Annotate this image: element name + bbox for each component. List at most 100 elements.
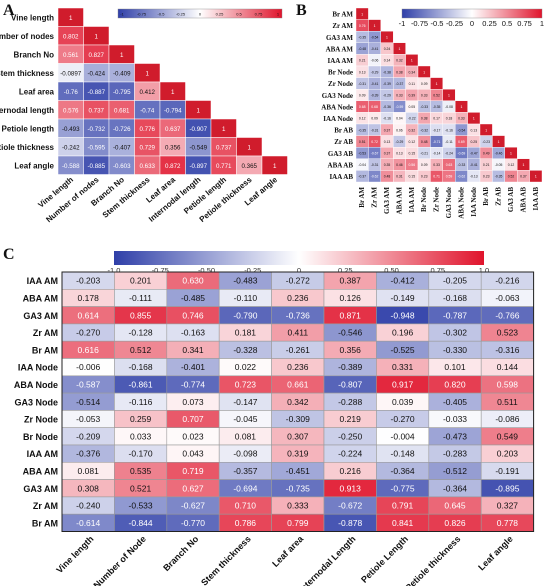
cell-value: -0.473: [443, 431, 467, 441]
cell-value: -0.588: [62, 163, 80, 170]
cell-value: 0.15: [408, 152, 415, 156]
row-label: Zr AB: [334, 138, 353, 146]
colorbar-tick: 1: [277, 12, 280, 17]
cell-value: 1: [222, 126, 226, 133]
cell-value: -0.409: [113, 70, 131, 77]
cell-value: 0.09: [359, 94, 366, 98]
cell-value: 0.746: [182, 310, 204, 320]
column-label: IAA AM: [408, 187, 416, 213]
row-label: ABA AM: [23, 293, 58, 303]
cell-value: -0.807: [338, 379, 362, 389]
colorbar-tick: 0.75: [517, 19, 532, 28]
cell-value: -0.33: [458, 163, 466, 167]
cell-value: -0.148: [391, 449, 415, 459]
cell-value: 0.633: [140, 163, 156, 170]
cell-value: 1: [473, 117, 475, 121]
row-label: Internodal length: [0, 106, 54, 115]
cell-value: 1: [95, 33, 99, 40]
cell-value: -0.405: [443, 397, 467, 407]
cell-value: -0.376: [76, 449, 100, 459]
column-label: ABA AB: [519, 187, 527, 213]
cell-value: -0.35: [358, 36, 366, 40]
cell-value: 0.24: [384, 47, 391, 51]
cell-value: -0.546: [338, 328, 362, 338]
colorbar-tick: 0: [297, 266, 301, 275]
cell-value: 0.661: [287, 379, 309, 389]
column-label: Stem thickness: [199, 534, 253, 586]
cell-value: 0.327: [497, 501, 519, 511]
cell-value: -0.14: [433, 152, 441, 156]
cell-value: -0.74: [140, 107, 155, 114]
cell-value: 0.21: [483, 163, 490, 167]
colorbar-tick: 0.5: [502, 19, 512, 28]
row-label: Zr Node: [24, 415, 58, 425]
cell-value: -0.063: [495, 293, 519, 303]
cell-value: 0.341: [182, 345, 204, 355]
cell-value: 0.48: [421, 140, 428, 144]
colorbar-tick: -1: [399, 19, 406, 28]
cell-value: 0.627: [182, 483, 204, 493]
cell-value: -0.23: [482, 140, 490, 144]
cell-value: 0.333: [287, 501, 309, 511]
colorbar: [401, 8, 543, 19]
cell-value: 0.236: [287, 362, 309, 372]
cell-value: 0.32: [408, 128, 415, 132]
cell-value: 0.14: [384, 59, 391, 63]
cell-value: -0.35: [495, 175, 503, 179]
cell-value: 1: [248, 144, 252, 151]
cell-value: -0.16: [445, 128, 453, 132]
cell-value: 0.06: [396, 128, 403, 132]
cell-value: -0.168: [129, 362, 153, 372]
cell-value: -0.22: [408, 117, 416, 121]
row-label: Br AM: [32, 345, 58, 355]
cell-value: -0.128: [129, 328, 153, 338]
panel-c-label: C: [3, 246, 15, 263]
column-label: ABA AM: [395, 187, 403, 215]
cell-value: 0.71: [433, 175, 440, 179]
row-label: Zr AM: [33, 501, 58, 511]
cell-value: -0.29: [371, 70, 379, 74]
cell-value: -0.62: [371, 175, 379, 179]
cell-value: 0.561: [63, 52, 79, 59]
cell-value: -0.11: [445, 140, 453, 144]
cell-value: 0.38: [421, 117, 428, 121]
row-label: Br Node: [328, 69, 353, 77]
row-label: Petiole thickness: [0, 143, 55, 152]
column-label: Number of Node: [91, 534, 148, 586]
cell-value: -0.71: [433, 140, 441, 144]
heatmap-cell: [529, 170, 543, 183]
cell-value: -0.401: [181, 362, 205, 372]
cell-value: 0.37: [384, 152, 391, 156]
cell-value: 1: [386, 36, 388, 40]
cell-value: 1: [361, 12, 363, 16]
cell-value: -0.006: [76, 362, 100, 372]
cell-value: -0.726: [113, 126, 131, 133]
cell-value: 0.17: [433, 117, 440, 121]
cell-value: 0.771: [216, 163, 232, 170]
cell-value: -0.0897: [60, 70, 82, 77]
cell-value: -0.302: [443, 328, 467, 338]
cell-value: -0.672: [338, 501, 362, 511]
cell-value: 0.081: [78, 466, 100, 476]
cell-value: 0.33: [396, 94, 403, 98]
cell-value: 0.630: [182, 276, 204, 286]
cell-value: 1: [197, 107, 201, 114]
column-label: IAA AB: [532, 187, 540, 211]
cell-value: -0.41: [371, 47, 379, 51]
cell-value: 0.791: [392, 501, 414, 511]
row-label: GA3 AB: [328, 150, 353, 158]
cell-value: 0.872: [165, 163, 181, 170]
cell-value: 0.21: [359, 59, 366, 63]
cell-value: -0.31: [371, 128, 379, 132]
cell-value: -0.533: [129, 501, 153, 511]
cell-value: 0.196: [392, 328, 414, 338]
cell-value: 1: [448, 94, 450, 98]
row-label: IAA Node: [323, 115, 353, 123]
cell-value: 0.59: [446, 175, 453, 179]
column-label: Zr AB: [495, 187, 503, 206]
cell-value: 0.23: [421, 175, 428, 179]
cell-value: -0.216: [495, 276, 519, 286]
cell-value: -0.790: [233, 310, 257, 320]
cell-value: 0.043: [182, 449, 204, 459]
cell-value: 0.181: [235, 328, 257, 338]
